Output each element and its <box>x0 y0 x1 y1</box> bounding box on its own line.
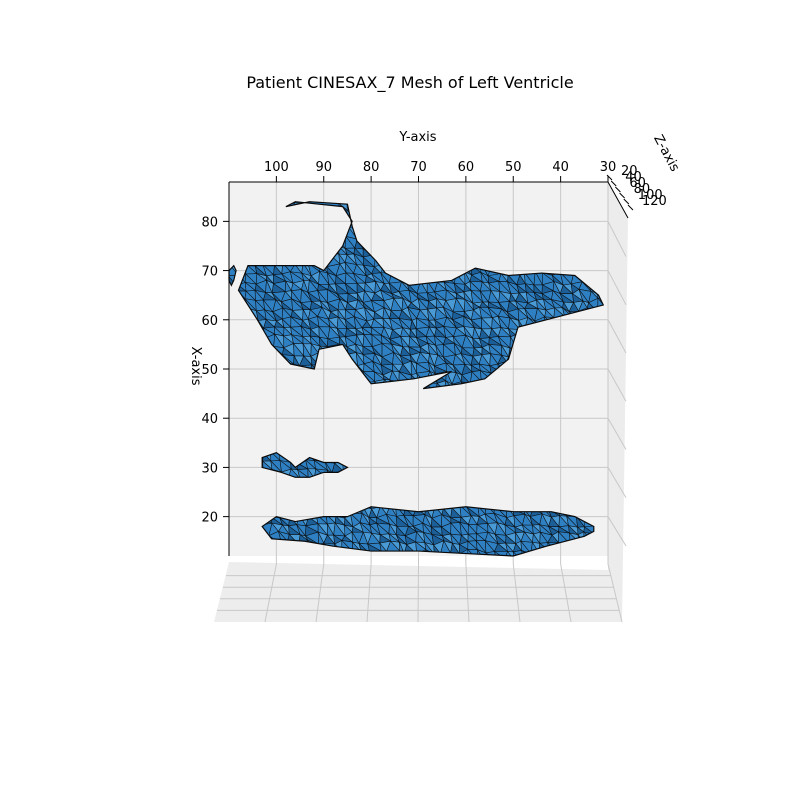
y-axis-label: Y-axis <box>398 130 436 145</box>
z-tick-mark <box>615 186 621 193</box>
z-tick-label: 20 <box>621 164 638 179</box>
x-tick-label: 80 <box>201 215 218 230</box>
mesh-outline <box>237 201 605 390</box>
mesh-face <box>485 551 498 556</box>
floor-gridline <box>607 563 623 623</box>
z-tick-label: 80 <box>634 182 651 197</box>
floor-gridline <box>366 563 372 623</box>
x-tick-label: 60 <box>201 314 218 329</box>
mesh-surface <box>228 201 605 557</box>
side-gridline <box>607 368 627 402</box>
y-tick-label: 30 <box>600 160 617 175</box>
side-pane <box>608 182 628 622</box>
side-gridline <box>607 417 627 450</box>
z-tick-mark <box>606 174 613 181</box>
floor-gridline <box>465 563 470 623</box>
floor-gridline <box>264 563 277 623</box>
x-tick-label: 20 <box>201 511 218 526</box>
side-gridline <box>607 516 627 547</box>
z-axis-label: Z-axis <box>650 132 682 174</box>
z-tick-label: 120 <box>642 194 667 209</box>
z-tick-label: 40 <box>625 170 642 185</box>
x-tick-label: 30 <box>201 461 218 476</box>
side-gridline <box>607 270 627 306</box>
floor-gridline <box>560 563 572 623</box>
mesh-face <box>459 543 469 555</box>
y-tick-label: 100 <box>264 160 289 175</box>
y-tick-label: 40 <box>552 160 569 175</box>
z-tick-mark <box>623 198 630 205</box>
y-tick-label: 90 <box>315 160 332 175</box>
lower-mesh <box>261 506 595 557</box>
y-tick-label: 80 <box>363 160 380 175</box>
mesh-outline <box>261 506 595 557</box>
mesh-face <box>307 467 316 478</box>
y-tick-label: 60 <box>458 160 475 175</box>
z-tick-mark <box>627 204 634 211</box>
z-tick-label: 100 <box>638 188 663 203</box>
x-tick-label: 40 <box>201 412 218 427</box>
side-gridline <box>607 319 627 354</box>
side-gridline <box>607 221 627 257</box>
chart-title: Patient CINESAX_7 Mesh of Left Ventricle <box>246 73 573 93</box>
z-axis-line <box>607 181 629 219</box>
x-axis-label: X-axis <box>188 347 203 386</box>
mesh-outline <box>261 451 349 478</box>
floor-gridline <box>315 563 325 623</box>
y-tick-label: 70 <box>410 160 427 175</box>
y-tick-label: 50 <box>505 160 522 175</box>
z-tick-label: 60 <box>629 176 646 191</box>
mesh-face <box>297 469 310 478</box>
floor-gridline <box>417 563 419 623</box>
tick-labels: 100 90 80 70 60 50 40 3020304050607080204060801… <box>201 160 666 526</box>
side-gridline <box>607 467 627 498</box>
z-tick-mark <box>610 180 617 187</box>
x-tick-label: 70 <box>201 265 218 280</box>
mesh-triangles <box>262 506 594 556</box>
upper-mesh <box>237 201 605 390</box>
x-tick-label: 50 <box>201 363 218 378</box>
z-tick-mark <box>619 192 625 199</box>
floor-gridline <box>512 563 521 623</box>
